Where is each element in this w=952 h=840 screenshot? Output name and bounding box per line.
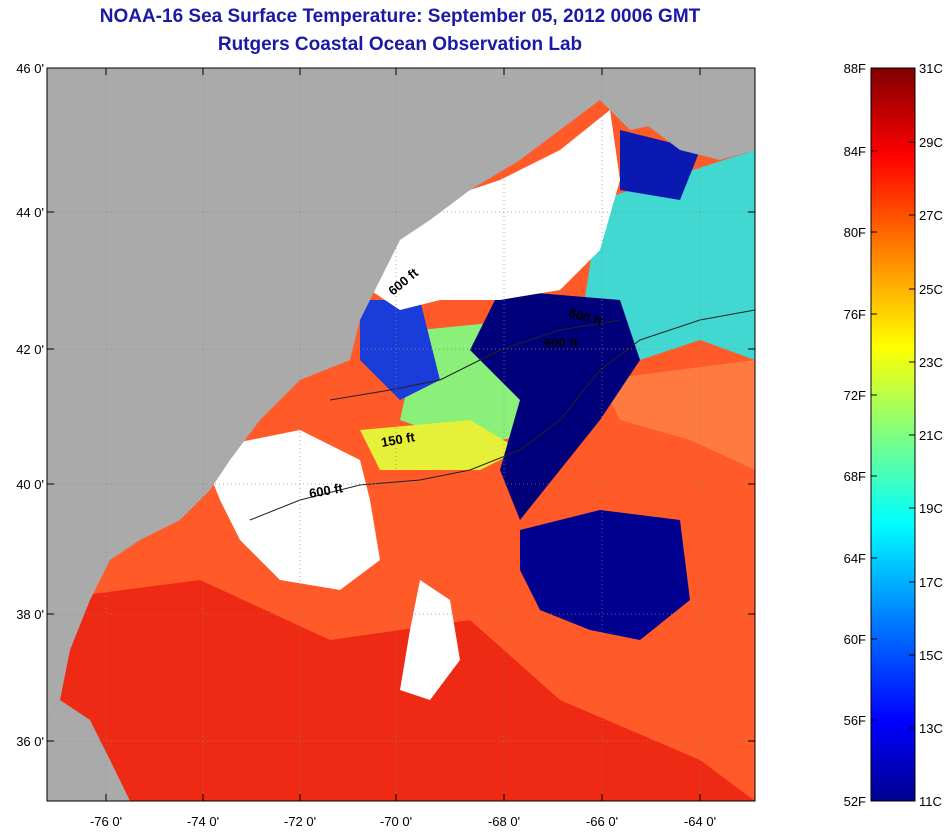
cbar-f-80: 80F bbox=[844, 225, 866, 240]
isobath-150ft bbox=[329, 319, 621, 401]
ocean-red-region bbox=[47, 580, 755, 801]
cbar-c-25: 25C bbox=[919, 282, 943, 297]
cbar-f-56: 56F bbox=[844, 713, 866, 728]
cbar-c-15: 15C bbox=[919, 648, 943, 663]
lat-label-46: 46 0' bbox=[16, 61, 44, 76]
cbar-f-64: 64F bbox=[844, 551, 866, 566]
cbar-c-13: 13C bbox=[919, 721, 943, 736]
cbar-c-29: 29C bbox=[919, 135, 943, 150]
cbar-c-31: 31C bbox=[919, 61, 943, 76]
cbar-f-84: 84F bbox=[844, 144, 866, 159]
axis-ticks bbox=[47, 68, 755, 801]
contour-label-600ft-georges: 600 ft bbox=[544, 335, 579, 350]
lon-label-66: -66 0' bbox=[586, 814, 618, 829]
cold-core-west bbox=[360, 300, 440, 400]
lat-label-40: 40 0' bbox=[16, 477, 44, 492]
latitude-labels: 46 0' 44 0' 42 0' 40 0' 38 0' 36 0' bbox=[16, 61, 44, 749]
cbar-c-23: 23C bbox=[919, 355, 943, 370]
lon-label-76: -76 0' bbox=[90, 814, 122, 829]
longitude-labels: -76 0' -74 0' -72 0' -70 0' -68 0' -66 0… bbox=[90, 814, 716, 829]
cold-core-north bbox=[470, 290, 640, 520]
colorbar-ticks bbox=[871, 141, 915, 729]
cloud-north bbox=[370, 110, 620, 310]
cbar-c-21: 21C bbox=[919, 428, 943, 443]
ocean-orange-region bbox=[600, 360, 755, 470]
land-mass bbox=[47, 68, 755, 720]
contour-label-600ft-south: 600 ft bbox=[308, 480, 345, 501]
cbar-f-52: 52F bbox=[844, 794, 866, 809]
lon-label-68: -68 0' bbox=[488, 814, 520, 829]
ocean-yellow-region bbox=[360, 420, 520, 470]
lat-label-42: 42 0' bbox=[16, 342, 44, 357]
ocean-cyan-region bbox=[580, 150, 755, 360]
lon-label-64: -64 0' bbox=[684, 814, 716, 829]
lat-label-36: 36 0' bbox=[16, 734, 44, 749]
land-southwest bbox=[47, 700, 130, 801]
map-title: NOAA-16 Sea Surface Temperature: Septemb… bbox=[99, 6, 701, 27]
lat-label-44: 44 0' bbox=[16, 205, 44, 220]
cloud-shelf bbox=[200, 430, 380, 590]
land-nova-scotia bbox=[640, 100, 755, 160]
cbar-f-72: 72F bbox=[844, 388, 866, 403]
cbar-f-68: 68F bbox=[844, 469, 866, 484]
cbar-c-19: 19C bbox=[919, 501, 943, 516]
colorbar bbox=[870, 67, 916, 802]
cloud-offshore bbox=[400, 580, 460, 700]
lat-label-38: 38 0' bbox=[16, 607, 44, 622]
lon-label-74: -74 0' bbox=[187, 814, 219, 829]
lon-label-72: -72 0' bbox=[284, 814, 316, 829]
contour-label-150ft: 150 ft bbox=[380, 429, 417, 450]
colorbar-celsius-labels: 31C 29C 27C 25C 23C 21C 19C 17C 15C 13C … bbox=[919, 61, 943, 809]
cbar-f-76: 76F bbox=[844, 307, 866, 322]
cbar-f-60: 60F bbox=[844, 632, 866, 647]
cold-core-south bbox=[520, 510, 690, 640]
map-subtitle: Rutgers Coastal Ocean Observation Lab bbox=[217, 34, 583, 55]
isobath-600ft bbox=[249, 309, 755, 521]
sst-map: 600 ft 600 ft 600 ft 150 ft 600 ft bbox=[47, 68, 755, 801]
cbar-f-88: 88F bbox=[844, 61, 866, 76]
cbar-c-17: 17C bbox=[919, 575, 943, 590]
colorbar-fahrenheit-labels: 88F 84F 80F 76F 72F 68F 64F 60F 56F 52F bbox=[844, 61, 866, 809]
cbar-c-27: 27C bbox=[919, 208, 943, 223]
lon-label-70: -70 0' bbox=[380, 814, 412, 829]
map-frame bbox=[46, 67, 756, 802]
cbar-c-11: 11C bbox=[919, 794, 942, 809]
